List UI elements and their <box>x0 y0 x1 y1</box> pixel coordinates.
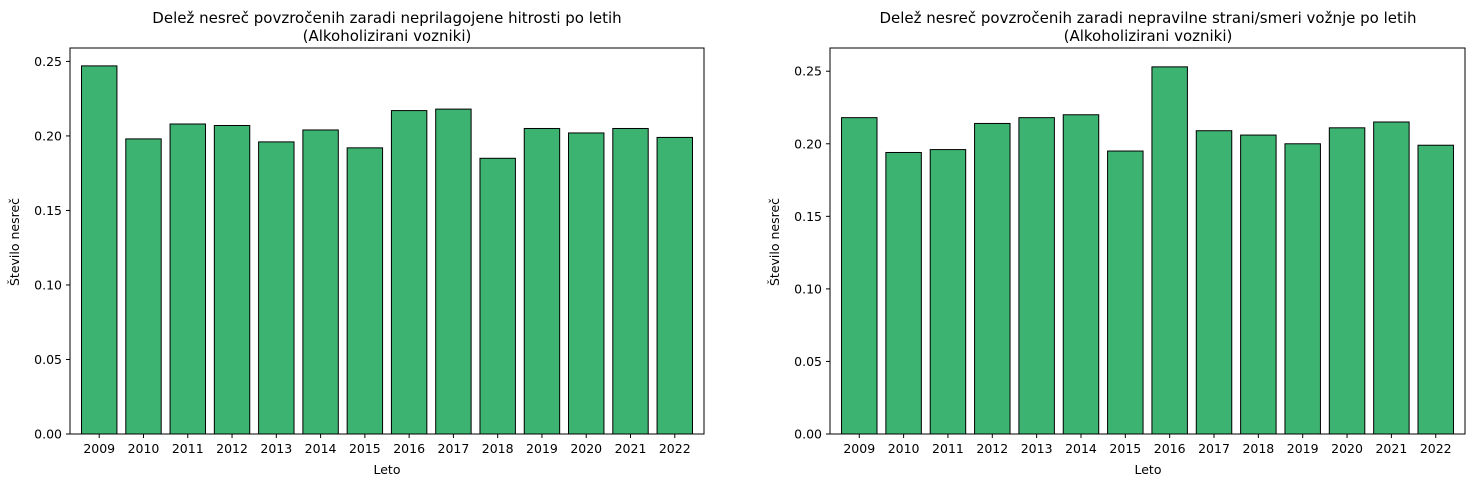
bar-2020 <box>1328 127 1366 435</box>
bar-2009 <box>841 117 878 435</box>
bar-2010 <box>125 138 162 435</box>
bar-2009 <box>81 65 118 435</box>
x-tick-label: 2009 <box>843 441 875 456</box>
chart-subtitle: (Alkoholizirani vozniki) <box>1064 27 1233 45</box>
chart-speed: Delež nesreč povzročenih zaradi neprilag… <box>7 9 705 477</box>
y-tick-label: 0.25 <box>34 54 62 69</box>
bar-2022 <box>1417 144 1454 435</box>
x-tick-label: 2020 <box>1331 441 1363 456</box>
bar-2016 <box>390 110 428 435</box>
x-tick-label: 2017 <box>438 441 470 456</box>
bar-2018 <box>1240 134 1277 435</box>
x-tick-label: 2014 <box>1065 441 1097 456</box>
x-tick-label: 2018 <box>482 441 514 456</box>
x-tick-label: 2013 <box>260 441 292 456</box>
y-tick-label: 0.00 <box>34 427 62 442</box>
y-tick-label: 0.20 <box>34 128 62 143</box>
x-tick-label: 2022 <box>1420 441 1452 456</box>
x-tick-label: 2021 <box>615 441 647 456</box>
y-tick-label: 0.25 <box>794 64 822 79</box>
x-tick-label: 2009 <box>83 441 115 456</box>
y-tick-label: 0.20 <box>794 136 822 151</box>
x-tick-label: 2011 <box>172 441 204 456</box>
chart-title: Delež nesreč povzročenih zaradi nepravil… <box>879 9 1416 27</box>
y-tick-label: 0.10 <box>34 277 62 292</box>
bar-2015 <box>346 147 384 435</box>
bar-2014 <box>1062 114 1100 435</box>
bar-2017 <box>1195 130 1233 435</box>
x-tick-label: 2020 <box>570 441 602 456</box>
bar-2011 <box>929 149 967 435</box>
bar-2012 <box>213 124 251 435</box>
bar-2013 <box>1018 117 1055 435</box>
x-tick-label: 2010 <box>128 441 160 456</box>
x-tick-label: 2010 <box>888 441 920 456</box>
bar-2020 <box>568 132 605 435</box>
chart-title: Delež nesreč povzročenih zaradi neprilag… <box>152 9 621 27</box>
bar-2010 <box>885 151 922 435</box>
plot-area: 2009 2010 2011 2012 2013 2014 2015 2016 2017 2018… <box>34 47 705 456</box>
x-tick-label: 2012 <box>976 441 1008 456</box>
plot-area: 2009 2010 2011 2012 2013 2014 2015 2016 2017 2018… <box>794 47 1466 456</box>
bar-2021 <box>612 127 649 435</box>
y-tick-label: 0.05 <box>794 354 822 369</box>
bar-2014 <box>302 129 339 435</box>
bar-2018 <box>479 157 516 435</box>
y-tick-label: 0.00 <box>794 427 822 442</box>
bar-2012 <box>974 122 1011 435</box>
plot-frame <box>69 47 705 435</box>
x-axis-label: Leto <box>374 462 401 477</box>
x-tick-label: 2012 <box>216 441 248 456</box>
bar-2021 <box>1373 121 1410 435</box>
chart-subtitle: (Alkoholizirani vozniki) <box>303 27 472 45</box>
x-tick-label: 2018 <box>1242 441 1274 456</box>
y-tick-label: 0.05 <box>34 352 62 367</box>
x-tick-label: 2014 <box>305 441 337 456</box>
x-axis-label: Leto <box>1135 462 1162 477</box>
chart-direction: Delež nesreč povzročenih zaradi nepravil… <box>767 9 1466 477</box>
bar-2013 <box>258 141 295 435</box>
bar-2022 <box>656 136 693 435</box>
bar-2017 <box>435 108 472 435</box>
y-tick-label: 0.10 <box>794 281 822 296</box>
plot-frame <box>829 47 1466 435</box>
x-tick-label: 2011 <box>932 441 964 456</box>
x-tick-label: 2019 <box>526 441 558 456</box>
y-axis-label: Število nesreč <box>7 198 22 286</box>
x-tick-label: 2022 <box>659 441 691 456</box>
bar-2019 <box>523 127 561 435</box>
y-tick-label: 0.15 <box>794 209 822 224</box>
x-tick-label: 2019 <box>1287 441 1319 456</box>
y-tick-label: 0.15 <box>34 203 62 218</box>
bar-2019 <box>1284 143 1321 435</box>
x-tick-label: 2016 <box>393 441 425 456</box>
bar-2015 <box>1107 150 1144 435</box>
bar-2016 <box>1151 66 1188 435</box>
y-axis-label: Število nesreč <box>767 198 782 286</box>
x-tick-label: 2021 <box>1375 441 1407 456</box>
x-tick-label: 2013 <box>1021 441 1053 456</box>
x-tick-label: 2015 <box>1109 441 1141 456</box>
x-tick-label: 2017 <box>1198 441 1230 456</box>
bar-2011 <box>169 123 206 435</box>
x-tick-label: 2015 <box>349 441 381 456</box>
x-tick-label: 2016 <box>1154 441 1186 456</box>
